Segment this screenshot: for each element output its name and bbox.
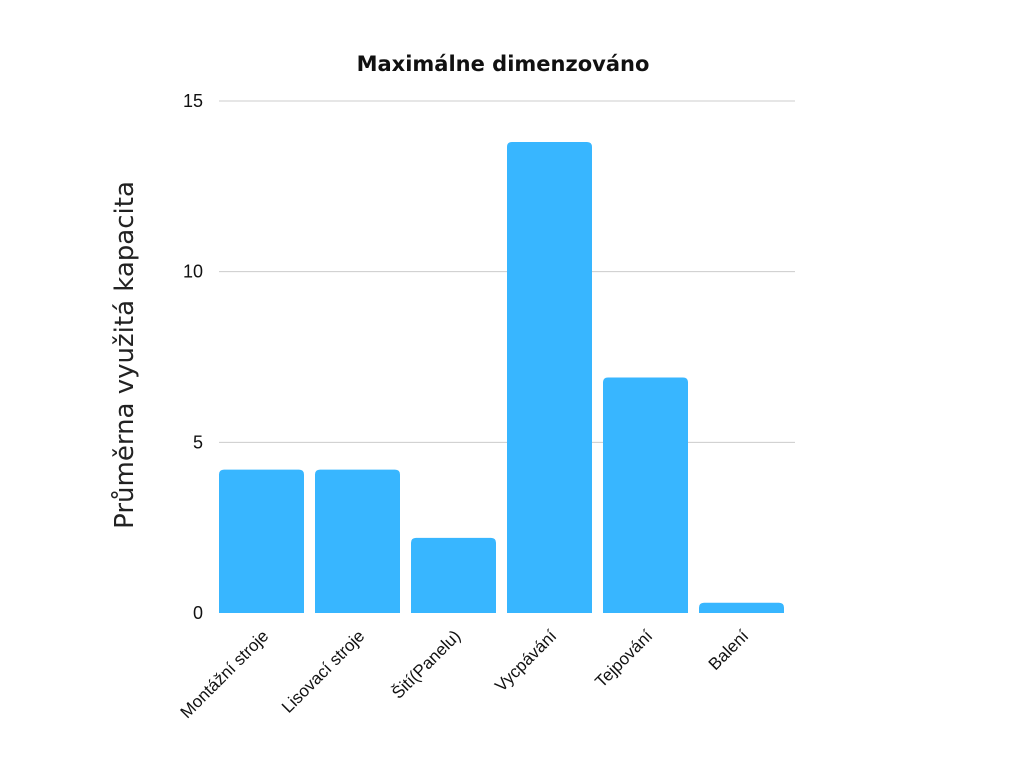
bar <box>411 537 496 613</box>
y-axis-ticks: 0 5 10 15 <box>183 91 203 623</box>
bar <box>699 602 784 613</box>
x-axis-ticks: Montážní stroje Lisovací stroje Šití(Panel… <box>177 626 753 722</box>
bar <box>219 469 304 613</box>
x-tick-label: Balení <box>705 626 753 674</box>
bar <box>315 469 400 613</box>
bars <box>219 141 784 613</box>
chart-title: Maximálne dimenzováno <box>357 52 650 76</box>
bar <box>603 377 688 613</box>
x-tick-label: Lisovací stroje <box>278 626 368 716</box>
bar <box>507 141 592 613</box>
x-tick-label: Montážní stroje <box>177 626 273 722</box>
y-axis-label: Průměrna využitá kapacita <box>110 181 140 529</box>
y-tick-label: 5 <box>193 432 203 452</box>
x-tick-label: Tejpování <box>591 626 656 691</box>
y-tick-label: 10 <box>183 262 203 282</box>
y-tick-label: 0 <box>193 603 203 623</box>
x-tick-label: Šití(Panelu) <box>388 626 464 702</box>
x-tick-label: Vycpávání <box>491 626 560 695</box>
y-tick-label: 15 <box>183 91 203 111</box>
